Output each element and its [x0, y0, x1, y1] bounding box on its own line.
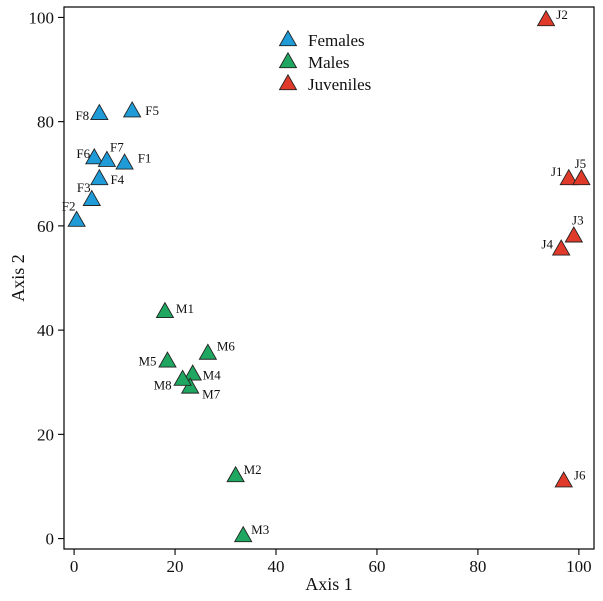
point-label-m8: M8 — [154, 378, 172, 393]
x-tick-label: 0 — [70, 557, 79, 576]
y-tick-label: 0 — [46, 530, 55, 549]
point-label-m5: M5 — [138, 353, 156, 368]
data-point-f5 — [122, 101, 142, 118]
y-axis-title: Axis 2 — [8, 254, 28, 302]
legend-label-females: Females — [308, 31, 365, 50]
y-tick-label: 40 — [37, 321, 54, 340]
data-point-j4 — [551, 239, 571, 256]
point-label-f2: F2 — [62, 199, 76, 214]
x-tick-label: 40 — [268, 557, 285, 576]
y-tick-label: 20 — [37, 425, 54, 444]
point-label-m4: M4 — [203, 367, 222, 382]
data-point-j2 — [536, 9, 556, 27]
point-label-f1: F1 — [138, 150, 152, 165]
data-point-m5 — [158, 351, 177, 368]
y-tick-label: 100 — [29, 8, 55, 27]
data-point-f4 — [90, 168, 109, 186]
point-label-j4: J4 — [541, 236, 553, 251]
point-label-j6: J6 — [574, 467, 586, 482]
legend-marker-males — [278, 51, 298, 69]
point-label-m1: M1 — [176, 301, 194, 316]
x-tick-label: 20 — [167, 557, 184, 576]
data-point-m1 — [155, 301, 175, 319]
data-point-m3 — [233, 525, 253, 543]
legend-label-juveniles: Juveniles — [308, 75, 371, 94]
point-label-f6: F6 — [76, 146, 90, 161]
point-label-j5: J5 — [575, 156, 587, 171]
data-point-j5 — [572, 168, 591, 186]
point-label-j3: J3 — [572, 212, 584, 227]
point-label-f8: F8 — [75, 108, 89, 123]
legend-marker-juveniles — [278, 73, 298, 91]
data-point-f3 — [82, 189, 102, 206]
legend: Females Males Juveniles — [278, 29, 371, 94]
data-point-j1 — [559, 168, 579, 186]
point-label-f7: F7 — [110, 140, 124, 155]
data-point-m6 — [198, 343, 218, 360]
data-point-f7 — [97, 150, 117, 167]
data-point-j3 — [564, 226, 584, 243]
plot-frame — [63, 6, 595, 550]
x-tick-label: 100 — [566, 557, 592, 576]
x-axis-title: Axis 1 — [305, 574, 353, 594]
point-label-j1: J1 — [551, 164, 563, 179]
point-label-f4: F4 — [110, 172, 124, 187]
y-tick-label: 60 — [37, 217, 54, 236]
x-tick-label: 60 — [368, 557, 385, 576]
x-tick-label: 80 — [469, 557, 486, 576]
legend-marker-females — [278, 29, 298, 47]
y-tick-label: 80 — [37, 113, 54, 132]
legend-label-males: Males — [308, 53, 350, 72]
data-point-f8 — [90, 103, 109, 120]
axis-ticks: 0 20 40 60 80 100 0 20 40 60 80 100 — [29, 8, 592, 576]
data-point-m4 — [183, 364, 202, 381]
point-label-m6: M6 — [217, 339, 236, 354]
point-label-f3: F3 — [77, 180, 91, 195]
data-point-f1 — [115, 153, 134, 170]
data-point-f2 — [67, 210, 86, 227]
data-point-f6 — [85, 147, 104, 165]
data-point-m2 — [226, 465, 245, 483]
point-label-m7: M7 — [202, 386, 221, 401]
point-label-m2: M2 — [244, 462, 262, 477]
point-label-f5: F5 — [145, 103, 159, 118]
data-point-m8 — [173, 369, 192, 386]
data-point-j6 — [554, 471, 573, 488]
point-label-m3: M3 — [251, 522, 269, 537]
point-label-j2: J2 — [556, 7, 568, 22]
